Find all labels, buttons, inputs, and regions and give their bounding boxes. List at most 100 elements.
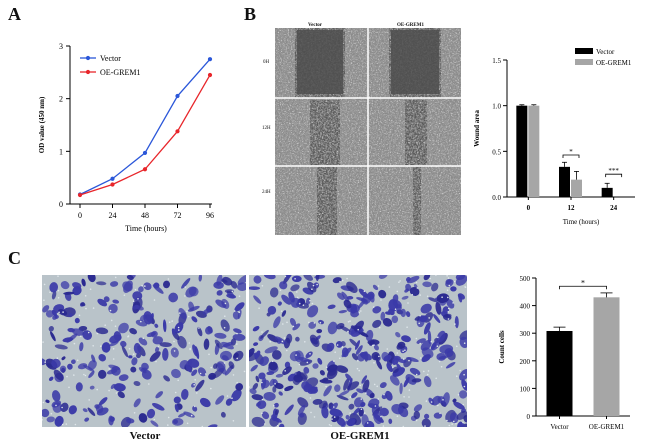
pore (108, 389, 110, 392)
pore (365, 392, 367, 394)
pore (419, 342, 421, 345)
pore (76, 359, 79, 362)
stained-cell (251, 394, 264, 401)
pore (141, 284, 143, 287)
pore (73, 342, 76, 345)
stained-cell (372, 306, 382, 314)
stained-cell (335, 365, 349, 373)
stained-cell (197, 326, 203, 337)
stained-cell (207, 424, 218, 427)
pore (408, 396, 410, 398)
bar-0 (546, 330, 573, 416)
stained-cell (458, 390, 467, 399)
series-line-0 (79, 58, 211, 196)
stained-cell (283, 337, 291, 349)
pore (261, 412, 263, 415)
pore (57, 297, 60, 299)
stained-cell (96, 281, 107, 286)
pore (419, 315, 421, 317)
stained-cell (82, 330, 93, 340)
pore (304, 341, 306, 343)
pore (96, 388, 98, 391)
stained-cell (233, 328, 242, 334)
pore (359, 384, 361, 387)
pore (360, 408, 363, 410)
stained-cell (236, 282, 246, 292)
stained-cell (80, 302, 86, 307)
pore (386, 348, 389, 350)
pore (328, 424, 331, 426)
stained-cell (396, 343, 403, 350)
stained-cell (54, 344, 68, 350)
stained-cell (150, 420, 159, 427)
stained-cell (297, 404, 306, 416)
pore (261, 381, 263, 384)
stained-cell (133, 381, 141, 386)
pore (363, 412, 366, 414)
pore (42, 401, 45, 404)
pore (148, 383, 150, 385)
data-point (142, 150, 148, 156)
stained-cell (279, 423, 285, 427)
stained-cell (409, 367, 421, 376)
stained-cell (274, 382, 284, 390)
stained-cell (436, 293, 450, 304)
stained-cell (351, 353, 358, 361)
pore (168, 321, 171, 323)
transwell-oe-svg (249, 275, 467, 427)
pore (92, 345, 94, 347)
data-point (207, 57, 213, 62)
pore (42, 341, 44, 343)
stained-cell (346, 281, 358, 293)
stained-cell (405, 311, 411, 318)
wound-images-svg (275, 28, 461, 235)
wound-col-label-oe: OE-GREM1 (397, 23, 424, 28)
significance-label: * (569, 148, 573, 156)
stained-cell (459, 369, 467, 381)
pore (50, 412, 53, 415)
series-line-1 (79, 74, 211, 196)
stained-cell (214, 332, 227, 339)
pore (415, 419, 418, 422)
stained-cell (376, 359, 383, 370)
stained-cell (97, 369, 107, 379)
pore (333, 416, 336, 418)
pore (286, 349, 288, 352)
pore (313, 322, 316, 324)
stained-cell (252, 326, 260, 332)
stained-cell (155, 391, 164, 399)
stained-cell (419, 315, 428, 323)
pore (232, 420, 235, 422)
pore (42, 419, 43, 421)
stained-cell (66, 333, 78, 343)
stained-cell (232, 333, 246, 341)
pore (153, 299, 156, 301)
stained-cell (282, 366, 292, 376)
stained-cell (222, 341, 234, 348)
stained-cell (356, 388, 364, 394)
pore (341, 346, 344, 348)
stained-cell (230, 280, 238, 289)
pore (233, 310, 236, 312)
pore (446, 275, 448, 277)
stained-cell (455, 275, 467, 286)
pore (377, 285, 380, 287)
pore (286, 321, 288, 324)
wound-row-label-12h: 12H (262, 126, 271, 131)
stained-cell (185, 286, 197, 298)
pore (284, 370, 286, 372)
pore (177, 379, 179, 382)
stained-cell (220, 319, 230, 332)
stained-cell (449, 412, 459, 424)
pore (155, 360, 157, 363)
pore (311, 288, 313, 290)
stained-cell (298, 357, 311, 363)
stained-cell (133, 342, 142, 354)
wound-area-bar-chart: 0.00.51.01.50 12 24****Time (hours)Wound a… (473, 48, 635, 226)
stained-cell (81, 278, 86, 287)
stained-cell (317, 357, 323, 365)
stained-cell (369, 340, 375, 346)
stained-cell (191, 316, 198, 323)
stained-cell (354, 340, 361, 350)
stained-cell (388, 418, 393, 424)
